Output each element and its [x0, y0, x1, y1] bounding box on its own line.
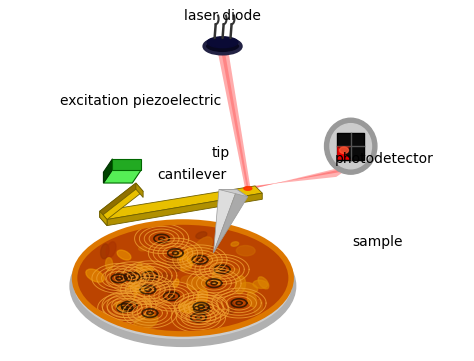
Ellipse shape	[138, 247, 146, 251]
Polygon shape	[337, 146, 351, 160]
Text: photodetector: photodetector	[335, 152, 433, 166]
Ellipse shape	[325, 118, 377, 174]
Ellipse shape	[212, 271, 220, 285]
Ellipse shape	[227, 268, 240, 275]
Polygon shape	[100, 211, 107, 226]
Ellipse shape	[142, 266, 153, 273]
Ellipse shape	[241, 282, 257, 293]
Ellipse shape	[105, 287, 116, 294]
Polygon shape	[112, 159, 141, 170]
Ellipse shape	[161, 273, 173, 293]
Ellipse shape	[73, 225, 292, 339]
Polygon shape	[219, 190, 248, 197]
Text: excitation piezoelectric: excitation piezoelectric	[60, 94, 221, 108]
Polygon shape	[100, 186, 262, 219]
Ellipse shape	[115, 302, 126, 313]
Ellipse shape	[236, 276, 246, 294]
Ellipse shape	[171, 300, 183, 313]
Ellipse shape	[70, 225, 296, 347]
Ellipse shape	[178, 301, 197, 312]
Polygon shape	[246, 164, 355, 190]
Polygon shape	[103, 170, 141, 183]
Ellipse shape	[247, 292, 257, 307]
Ellipse shape	[115, 270, 132, 279]
Ellipse shape	[144, 297, 152, 304]
Ellipse shape	[253, 280, 268, 288]
Ellipse shape	[173, 279, 179, 287]
Ellipse shape	[180, 248, 195, 271]
Ellipse shape	[106, 258, 113, 270]
Ellipse shape	[137, 276, 158, 287]
Ellipse shape	[204, 38, 241, 52]
Polygon shape	[136, 183, 143, 197]
Ellipse shape	[207, 37, 238, 48]
Ellipse shape	[191, 305, 205, 314]
Ellipse shape	[330, 123, 372, 169]
Text: cantilever: cantilever	[157, 168, 227, 182]
Ellipse shape	[231, 242, 239, 246]
FancyBboxPatch shape	[337, 133, 364, 160]
Polygon shape	[217, 49, 251, 190]
Ellipse shape	[137, 277, 146, 288]
Ellipse shape	[339, 147, 348, 153]
Polygon shape	[213, 190, 237, 253]
Ellipse shape	[179, 304, 192, 313]
Ellipse shape	[136, 263, 142, 273]
Ellipse shape	[134, 271, 150, 295]
Ellipse shape	[181, 276, 193, 283]
Ellipse shape	[258, 277, 269, 289]
Polygon shape	[100, 211, 107, 226]
Polygon shape	[248, 168, 347, 190]
Ellipse shape	[74, 222, 291, 334]
Ellipse shape	[100, 244, 109, 259]
Ellipse shape	[244, 187, 252, 190]
Ellipse shape	[151, 298, 156, 307]
Ellipse shape	[196, 289, 208, 308]
Ellipse shape	[129, 281, 148, 293]
Polygon shape	[337, 146, 351, 153]
Text: laser diode: laser diode	[184, 9, 261, 23]
Polygon shape	[213, 190, 248, 253]
Polygon shape	[107, 193, 262, 226]
Ellipse shape	[254, 299, 263, 314]
Ellipse shape	[193, 237, 212, 257]
Polygon shape	[221, 49, 249, 190]
Ellipse shape	[106, 242, 116, 257]
Text: tip: tip	[212, 147, 230, 160]
Ellipse shape	[134, 314, 158, 329]
Polygon shape	[100, 183, 143, 219]
Ellipse shape	[196, 232, 207, 239]
Ellipse shape	[204, 40, 242, 54]
Polygon shape	[100, 183, 136, 217]
Polygon shape	[103, 159, 112, 183]
Ellipse shape	[174, 252, 192, 270]
Ellipse shape	[187, 277, 208, 290]
Ellipse shape	[228, 301, 235, 314]
Ellipse shape	[86, 269, 104, 282]
Ellipse shape	[124, 285, 137, 304]
Ellipse shape	[208, 253, 222, 270]
Ellipse shape	[117, 250, 131, 260]
Ellipse shape	[123, 290, 133, 306]
Text: sample: sample	[353, 235, 403, 249]
Ellipse shape	[237, 245, 255, 256]
Ellipse shape	[166, 254, 180, 271]
Ellipse shape	[181, 261, 190, 271]
